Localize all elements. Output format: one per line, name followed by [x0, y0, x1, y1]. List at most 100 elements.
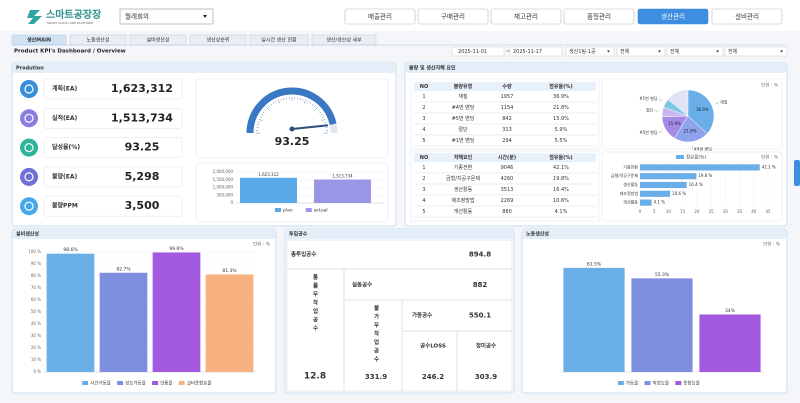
table-cell: 21.8% — [553, 105, 569, 111]
kpi-box — [43, 78, 183, 100]
panel-title: 투입공수 — [289, 231, 308, 238]
gauge-dial — [272, 102, 275, 105]
nav-button[interactable] — [563, 8, 635, 25]
table-cell: 2 — [422, 105, 425, 111]
gauge-dial — [266, 107, 270, 111]
table-header-cell: NO — [420, 155, 428, 161]
y-tick-label: 500,000 — [216, 192, 233, 197]
bar — [152, 252, 201, 372]
gauge-dial — [261, 113, 264, 116]
unit-label: 단위 : % — [253, 241, 271, 248]
filter-select[interactable] — [724, 46, 788, 57]
y-tick-label: 60 % — [31, 297, 41, 302]
pie-category-label: #5번 밴딩 — [639, 129, 658, 135]
gauge-needle — [291, 124, 329, 130]
bar-value-label: 34% — [725, 308, 736, 314]
gauge-dial — [302, 98, 304, 101]
table-cell: #4번 밴딩 — [452, 104, 475, 111]
legend-label: 점유율(%) — [686, 154, 706, 161]
nav-button[interactable] — [417, 8, 489, 25]
pie-leader — [715, 102, 720, 105]
nav-button[interactable] — [637, 8, 709, 25]
pie-slice — [663, 99, 689, 117]
kpi-label: 불량PPM — [52, 202, 78, 210]
gauge-dial — [307, 100, 309, 103]
table-cell: 842 — [502, 116, 512, 122]
filter-value: 전체 — [670, 48, 680, 55]
y-tick-label: 70 % — [31, 285, 41, 290]
pie-leader — [658, 130, 663, 134]
logo: 스마트공장장 — [46, 8, 102, 21]
table-cell: 금형/치공구문제 — [446, 175, 480, 182]
legend-label: actual — [314, 208, 328, 214]
table-header-cell: 점유율(%) — [549, 154, 572, 161]
mh-value: 246.2 — [422, 373, 444, 381]
y-tick-label: 1,000,000 — [213, 185, 234, 190]
table-cell: #1번 밴딩 — [452, 137, 475, 144]
kpi-label: 불량(EA) — [52, 172, 78, 180]
legend-swatch — [275, 208, 281, 212]
gauge-fill — [246, 87, 337, 134]
table-cell: 19.8% — [553, 176, 569, 182]
meeting-value: 월례회의 — [125, 12, 149, 21]
x-tick-label: 15 — [680, 209, 686, 214]
meeting-select[interactable] — [119, 8, 214, 25]
table-header-cell: 불량유형 — [454, 83, 473, 90]
pie-value-label: 21.8% — [684, 128, 697, 133]
mh-label: 정미공수 — [476, 342, 496, 350]
bar-value-label: 1,513,734 — [332, 174, 353, 179]
table-cell: 개선활동 — [454, 208, 473, 215]
x-tick-label: 30 — [723, 209, 729, 214]
bar-value-label: 16.4 % — [689, 182, 703, 187]
nav-button[interactable] — [344, 8, 416, 25]
filter-select[interactable] — [616, 46, 666, 57]
y-tick-label: 20 % — [31, 345, 41, 350]
bar — [640, 164, 760, 171]
date-to[interactable] — [509, 46, 563, 57]
bar-value-label: 99.6% — [169, 246, 184, 252]
nav-button[interactable] — [711, 8, 783, 25]
kpi-icon — [20, 138, 38, 157]
unit-label: 단위 : % — [763, 241, 781, 248]
kpi-icon — [20, 197, 38, 216]
nav-label: 구매관리 — [441, 12, 465, 21]
gauge-hub — [289, 126, 295, 132]
panel-header — [12, 229, 276, 239]
select-arrow — [658, 50, 661, 53]
mh-label: 공수LOSS — [420, 342, 446, 350]
date-from[interactable] — [451, 46, 505, 57]
bar — [640, 173, 697, 180]
filter-value: 전체 — [728, 48, 738, 55]
mh-value: 331.9 — [365, 373, 387, 381]
table-cell: 4 — [422, 127, 425, 133]
kpi-icon — [20, 80, 38, 98]
bar — [99, 272, 148, 372]
kpi-icon-inner — [24, 113, 34, 123]
y-tick-label: 50 % — [31, 309, 41, 314]
nav-button[interactable] — [490, 8, 562, 25]
bar-value-label: 82.7% — [116, 266, 131, 272]
table-cell: 313 — [502, 127, 512, 133]
x-tick-label: 35 — [737, 209, 743, 214]
mh-label: 가동공수 — [412, 311, 432, 319]
bar — [640, 199, 652, 206]
table-cell: 생산활동 — [454, 186, 473, 193]
table-cell: 16.4% — [553, 187, 569, 193]
legend-label: 양품율 — [160, 380, 172, 387]
gauge-dial — [264, 109, 267, 112]
table-cell: 절단 — [458, 126, 468, 133]
mh-value: 894.8 — [469, 251, 491, 259]
date-from-text: 2025-11-01 — [458, 49, 487, 55]
filter-select[interactable] — [666, 46, 724, 57]
y-tick-label: 90 % — [31, 261, 41, 266]
tab-label: 생산MAIN — [27, 37, 51, 44]
kpi-value: 93.25 — [125, 141, 160, 154]
table-cell: 3 — [422, 116, 425, 122]
bar — [205, 274, 254, 372]
filter-select[interactable] — [565, 46, 615, 57]
y-tick-label: 개선활동 — [623, 199, 638, 205]
gauge-dial — [275, 100, 277, 103]
side-handle[interactable] — [794, 160, 800, 186]
table-cell: 1 — [422, 165, 425, 171]
